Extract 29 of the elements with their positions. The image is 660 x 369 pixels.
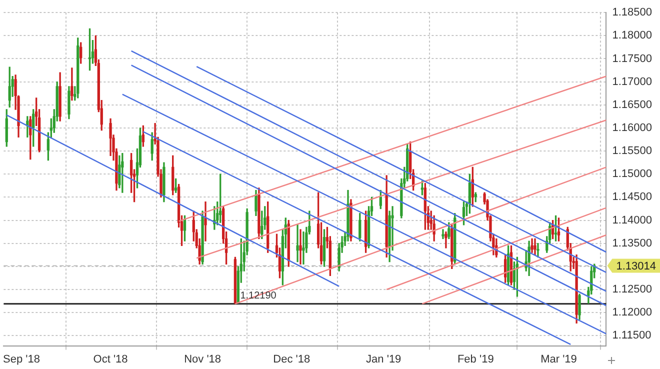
x-tick-label: Nov '18 xyxy=(184,353,222,366)
x-tick-label: Feb '19 xyxy=(457,353,494,366)
y-tick-label: 1.16500 xyxy=(612,98,652,111)
x-tick-label: Sep '18 xyxy=(3,353,40,366)
candlestick xyxy=(302,231,305,264)
x-tick-label: Dec '18 xyxy=(273,353,310,366)
y-tick-label: 1.15500 xyxy=(612,145,652,158)
x-tick-label: Jan '19 xyxy=(366,353,402,366)
x-tick-label: Mar '19 xyxy=(540,353,577,366)
y-tick-label: 1.15000 xyxy=(612,168,652,180)
y-tick-label: 1.14500 xyxy=(612,191,652,204)
y-tick-label: 1.17500 xyxy=(612,52,652,65)
y-tick-label: 1.18500 xyxy=(612,6,652,19)
candlestick xyxy=(442,229,444,240)
x-tick-label: Oct '18 xyxy=(93,353,128,366)
candlestick xyxy=(299,229,302,264)
y-tick-label: 1.17000 xyxy=(612,76,652,88)
y-tick-label: 1.13500 xyxy=(612,237,652,250)
y-tick-label: 1.14000 xyxy=(612,214,652,226)
candlestick xyxy=(536,243,540,258)
candlestick xyxy=(296,224,299,262)
y-tick-label: 1.16000 xyxy=(612,122,652,134)
candlestick xyxy=(204,201,207,242)
candlestick xyxy=(444,231,448,248)
y-tick-label: 1.12000 xyxy=(612,306,652,319)
ref-line-label: 1.13014 xyxy=(616,260,656,272)
y-tick-label: 1.11500 xyxy=(612,330,652,342)
y-tick-label: 1.18000 xyxy=(612,30,652,42)
y-tick-label: 1.12500 xyxy=(612,284,652,296)
